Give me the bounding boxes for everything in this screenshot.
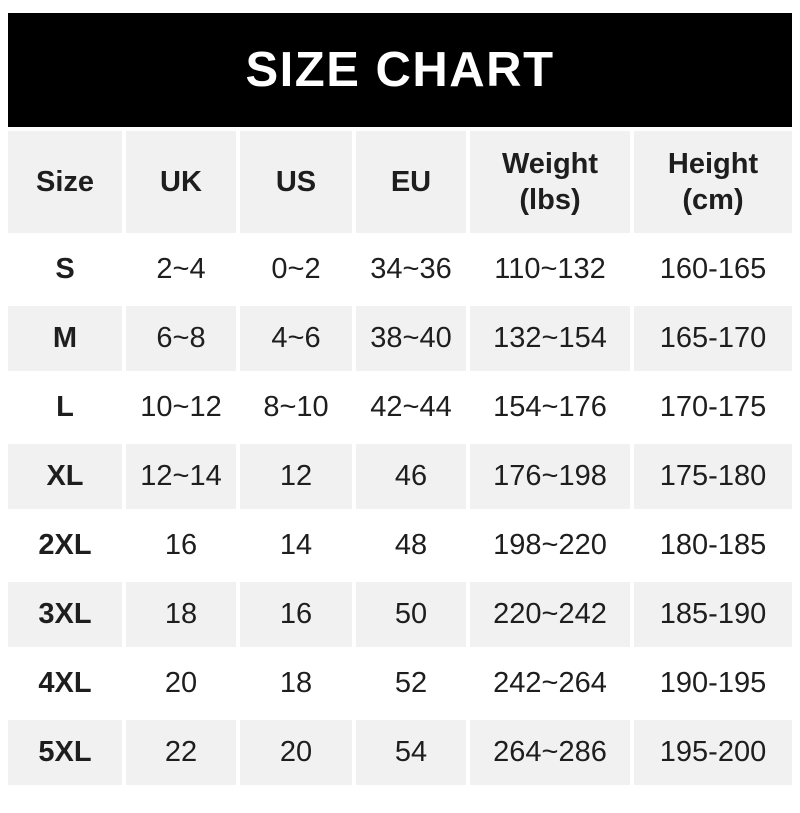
size-chart-table: Size UK US EU Weight (lbs) Height (cm) S 2~4 0~2… [8, 131, 792, 785]
cell-3xl-eu: 50 [356, 582, 466, 647]
cell-l-uk: 10~12 [126, 375, 236, 440]
cell-4xl-height: 190-195 [634, 651, 792, 716]
header-cell-size: Size [8, 131, 122, 233]
cell-xl-height: 175-180 [634, 444, 792, 509]
cell-3xl-size: 3XL [8, 582, 122, 647]
cell-2xl-eu: 48 [356, 513, 466, 578]
cell-4xl-us: 18 [240, 651, 352, 716]
cell-5xl-height: 195-200 [634, 720, 792, 785]
cell-s-uk: 2~4 [126, 237, 236, 302]
cell-4xl-weight: 242~264 [470, 651, 630, 716]
cell-4xl-eu: 52 [356, 651, 466, 716]
cell-s-height: 160-165 [634, 237, 792, 302]
cell-5xl-eu: 54 [356, 720, 466, 785]
cell-4xl-size: 4XL [8, 651, 122, 716]
cell-l-us: 8~10 [240, 375, 352, 440]
cell-2xl-height: 180-185 [634, 513, 792, 578]
cell-l-size: L [8, 375, 122, 440]
cell-5xl-uk: 22 [126, 720, 236, 785]
cell-m-eu: 38~40 [356, 306, 466, 371]
cell-3xl-uk: 18 [126, 582, 236, 647]
cell-l-height: 170-175 [634, 375, 792, 440]
cell-m-height: 165-170 [634, 306, 792, 371]
cell-l-eu: 42~44 [356, 375, 466, 440]
cell-5xl-weight: 264~286 [470, 720, 630, 785]
header-cell-eu: EU [356, 131, 466, 233]
cell-2xl-uk: 16 [126, 513, 236, 578]
cell-xl-size: XL [8, 444, 122, 509]
cell-s-us: 0~2 [240, 237, 352, 302]
header-cell-uk: UK [126, 131, 236, 233]
cell-2xl-weight: 198~220 [470, 513, 630, 578]
header-cell-us: US [240, 131, 352, 233]
cell-m-weight: 132~154 [470, 306, 630, 371]
cell-s-size: S [8, 237, 122, 302]
cell-xl-us: 12 [240, 444, 352, 509]
header-cell-weight: Weight (lbs) [470, 131, 630, 233]
cell-4xl-uk: 20 [126, 651, 236, 716]
cell-s-weight: 110~132 [470, 237, 630, 302]
cell-m-us: 4~6 [240, 306, 352, 371]
cell-s-eu: 34~36 [356, 237, 466, 302]
cell-5xl-us: 20 [240, 720, 352, 785]
cell-2xl-size: 2XL [8, 513, 122, 578]
cell-3xl-height: 185-190 [634, 582, 792, 647]
header-cell-height: Height (cm) [634, 131, 792, 233]
cell-xl-uk: 12~14 [126, 444, 236, 509]
size-chart-banner: SIZE CHART [8, 13, 792, 127]
size-chart-title: SIZE CHART [245, 43, 555, 97]
cell-5xl-size: 5XL [8, 720, 122, 785]
cell-2xl-us: 14 [240, 513, 352, 578]
cell-xl-weight: 176~198 [470, 444, 630, 509]
cell-m-size: M [8, 306, 122, 371]
cell-m-uk: 6~8 [126, 306, 236, 371]
cell-xl-eu: 46 [356, 444, 466, 509]
cell-3xl-us: 16 [240, 582, 352, 647]
cell-3xl-weight: 220~242 [470, 582, 630, 647]
cell-l-weight: 154~176 [470, 375, 630, 440]
